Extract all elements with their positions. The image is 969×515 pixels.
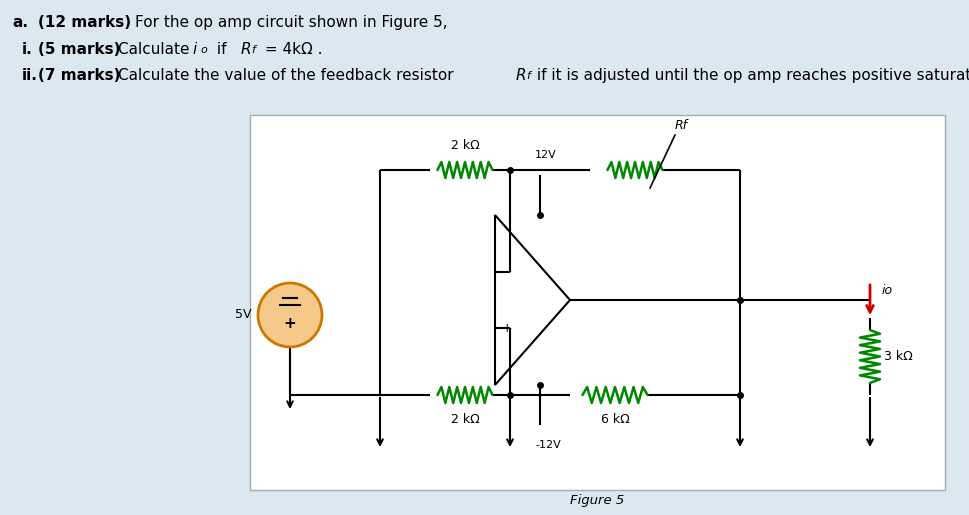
Text: if: if [212,42,236,57]
Text: Calculate the value of the feedback resistor: Calculate the value of the feedback resi… [118,68,458,83]
Text: 5V: 5V [235,308,252,321]
Text: 2 kΩ: 2 kΩ [451,413,480,426]
Text: +: + [502,321,513,335]
Text: if it is adjusted until the op amp reaches positive saturation.: if it is adjusted until the op amp reach… [532,68,969,83]
Text: i.: i. [22,42,33,57]
Text: (7 marks): (7 marks) [38,68,120,83]
Text: ii.: ii. [22,68,38,83]
Text: 12V: 12V [535,150,557,160]
Text: For the op amp circuit shown in Figure 5,: For the op amp circuit shown in Figure 5… [135,15,448,30]
Text: (12 marks): (12 marks) [38,15,131,30]
Text: f: f [526,71,530,81]
Text: f: f [251,45,255,55]
Text: i: i [192,42,197,57]
Text: Rf: Rf [675,119,688,132]
Text: (5 marks): (5 marks) [38,42,120,57]
Text: R: R [516,68,526,83]
Text: a.: a. [12,15,28,30]
Text: io: io [882,283,893,297]
Text: +: + [284,316,297,331]
Text: −: − [502,266,513,279]
Text: 6 kΩ: 6 kΩ [601,413,630,426]
Text: R: R [241,42,252,57]
Text: Figure 5: Figure 5 [570,494,624,507]
Text: Calculate: Calculate [118,42,195,57]
Text: = 4kΩ .: = 4kΩ . [260,42,323,57]
Text: 2 kΩ: 2 kΩ [451,139,480,152]
Text: 3 kΩ: 3 kΩ [884,350,913,363]
FancyBboxPatch shape [250,115,945,490]
Text: -12V: -12V [535,440,561,450]
Text: o: o [200,45,206,55]
Circle shape [258,283,322,347]
